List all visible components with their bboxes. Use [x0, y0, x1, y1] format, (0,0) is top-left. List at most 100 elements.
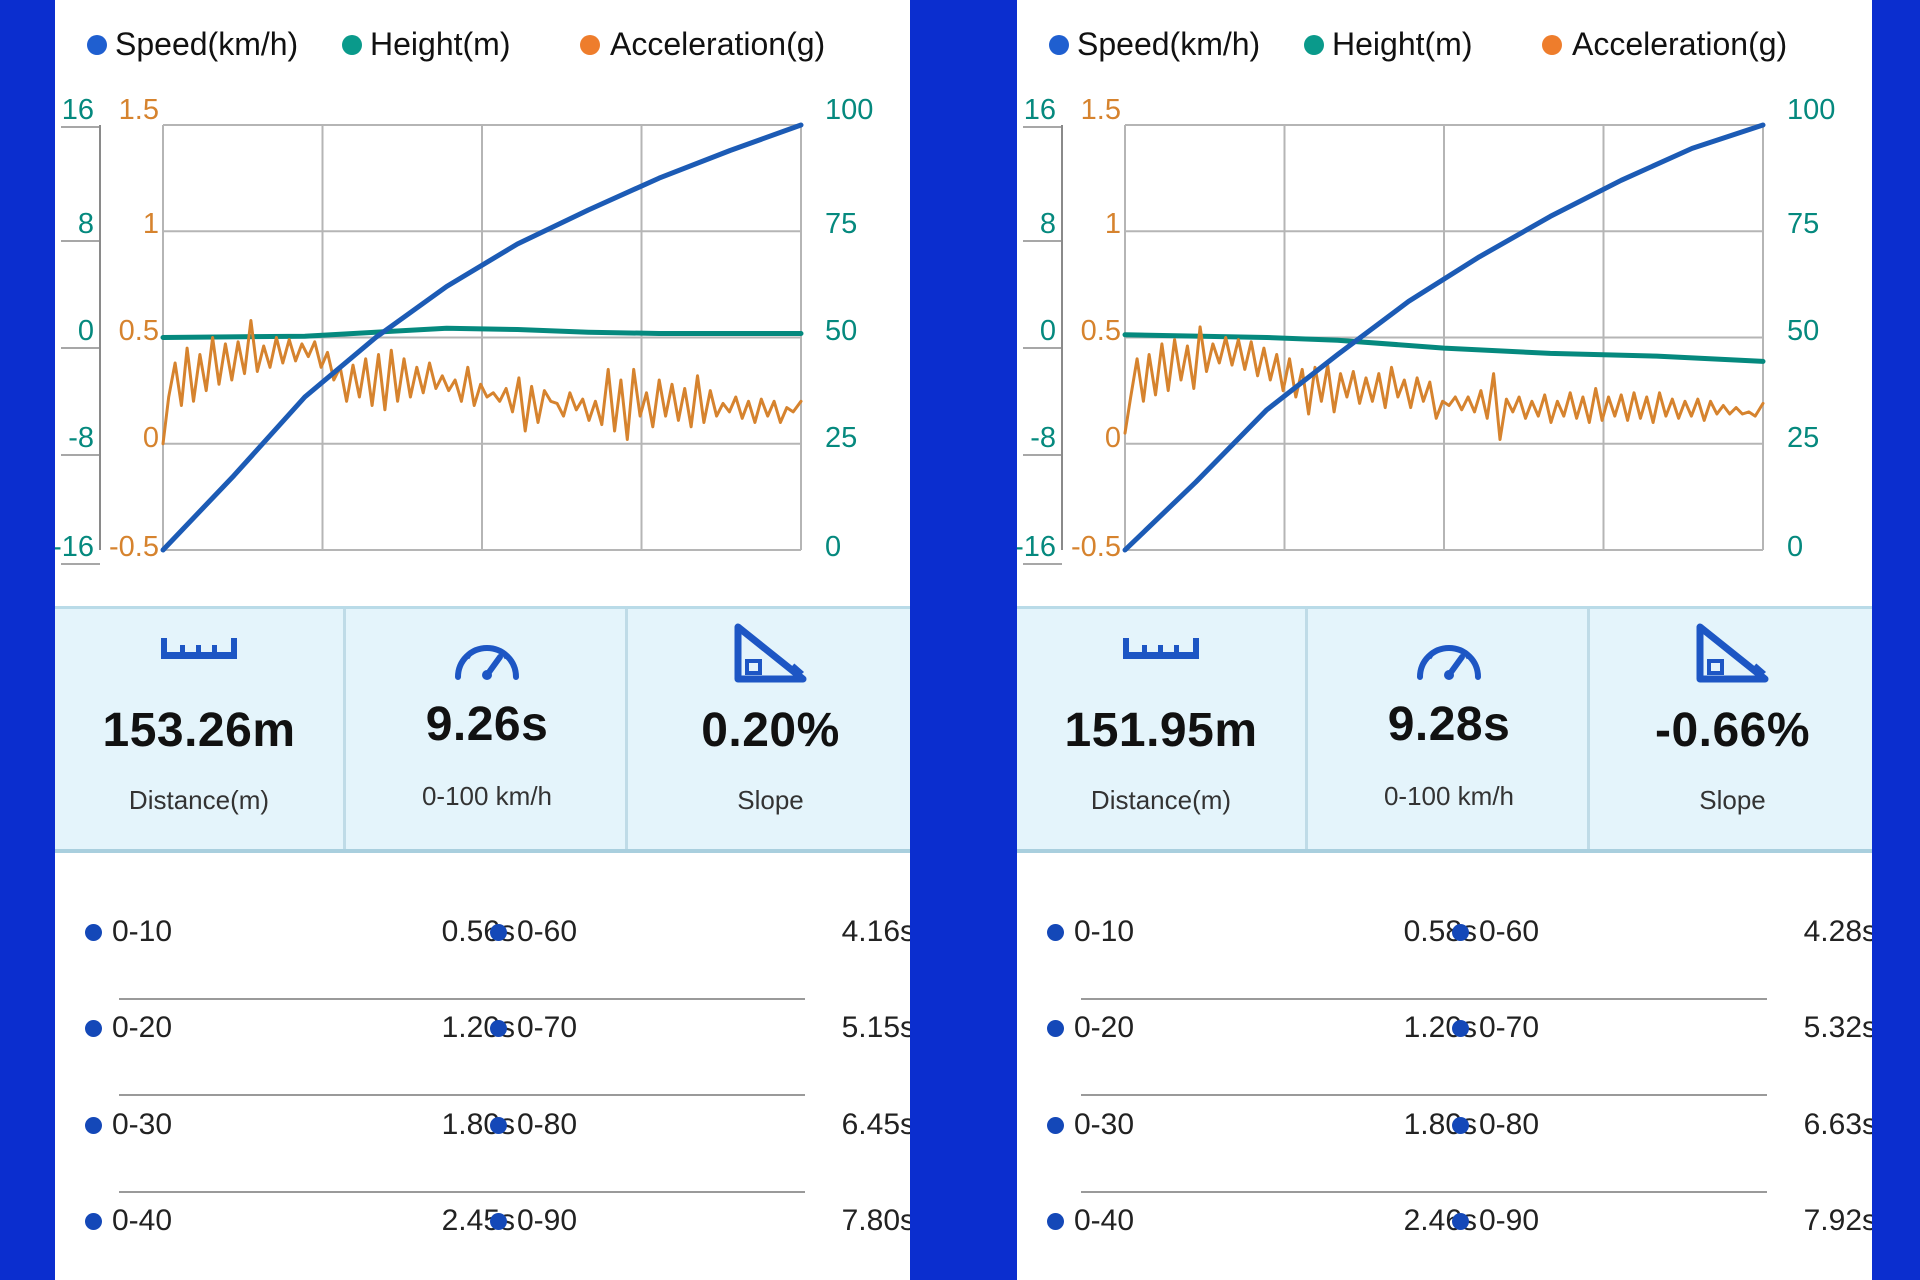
stats-bar: 151.95m Distance(m) 9.28s 0-100 km/h -0.…: [1017, 606, 1872, 853]
distance-stat: 153.26m Distance(m): [55, 609, 343, 849]
slope-stat: 0.20% Slope: [625, 609, 910, 849]
distance-value: 153.26m: [102, 704, 296, 757]
split-time: 5.32s: [1803, 1011, 1872, 1044]
speed-tick-label: 100: [1787, 94, 1835, 126]
acceleration-tick-label: 0.5: [1081, 315, 1121, 347]
acceleration-tick-label: -0.5: [1071, 531, 1121, 563]
speed-tick-label: 75: [1787, 208, 1819, 240]
legend-speed-dot: [1049, 35, 1069, 55]
slope-value: 0.20%: [701, 704, 840, 757]
legend-height-dot: [1304, 35, 1324, 55]
height-tick-label: -16: [1017, 531, 1056, 563]
split-dot: [490, 1117, 507, 1134]
split-label: 0-80: [517, 1108, 578, 1141]
split-dot: [1047, 1213, 1064, 1230]
chart-legend: Speed(km/h) Height(m) Acceleration(g): [1049, 26, 1787, 62]
legend-height-label: Height(m): [1332, 26, 1472, 62]
speed-series-line: [1122, 122, 1766, 553]
split-dot: [85, 1020, 102, 1037]
split-label: 0-70: [517, 1011, 578, 1044]
performance-chart: Speed(km/h) Height(m) Acceleration(g) 16…: [1017, 26, 1835, 565]
height-tick-label: 8: [78, 208, 94, 240]
split-times-list: 0-10 0.58s 0-60 4.28s 0-20 1.20s 0-70 5.…: [1017, 860, 1872, 1280]
acceleration-tick-label: 1: [143, 208, 159, 240]
split-dot: [85, 1117, 102, 1134]
split-row: 0-40 2.46s 0-90 7.92s: [1017, 1204, 1872, 1280]
split-dot: [1047, 1020, 1064, 1037]
legend-speed-dot: [87, 35, 107, 55]
zero-to-hundred-value: 9.28s: [1387, 698, 1511, 751]
slope-value: -0.66%: [1654, 704, 1811, 757]
acceleration-tick-label: 0.5: [119, 315, 159, 347]
split-label: 0-80: [1479, 1108, 1540, 1141]
height-tick-label: -8: [1030, 422, 1056, 454]
height-tick-label: -16: [55, 531, 94, 563]
split-time: 6.45s: [841, 1108, 910, 1141]
distance-label: Distance(m): [1090, 785, 1232, 815]
legend-acceleration-label: Acceleration(g): [1572, 26, 1787, 62]
split-dot: [490, 1213, 507, 1230]
legend-height-dot: [342, 35, 362, 55]
split-label: 0-30: [112, 1108, 173, 1141]
slope-icon: [1696, 623, 1768, 683]
split-divider: [119, 1191, 805, 1193]
acceleration-tick-label: 0: [1105, 422, 1121, 454]
legend-acceleration-dot: [580, 35, 600, 55]
split-dot: [1047, 1117, 1064, 1134]
split-divider: [119, 1094, 805, 1096]
split-label: 0-20: [1074, 1011, 1135, 1044]
height-tick-label: 8: [1040, 208, 1056, 240]
speed-series-line: [160, 122, 804, 553]
acceleration-tick-label: 0: [143, 422, 159, 454]
speedometer-icon: [455, 645, 519, 680]
speed-tick-label: 100: [825, 94, 873, 126]
split-dot: [490, 1020, 507, 1037]
legend-acceleration-label: Acceleration(g): [610, 26, 825, 62]
speed-tick-label: 75: [825, 208, 857, 240]
acceleration-series-line: [161, 319, 803, 446]
split-divider: [119, 998, 805, 1000]
split-times-list: 0-10 0.56s 0-60 4.16s 0-20 1.20s 0-70 5.…: [55, 860, 910, 1280]
zero-to-hundred-label: 0-100 km/h: [421, 781, 553, 811]
legend-speed-label: Speed(km/h): [115, 26, 298, 62]
split-row: 0-30 1.80s 0-80 6.63s: [1017, 1108, 1872, 1213]
legend-speed-label: Speed(km/h): [1077, 26, 1260, 62]
split-label: 0-60: [517, 915, 578, 948]
height-series-line: [1122, 332, 1766, 364]
split-label: 0-70: [1479, 1011, 1540, 1044]
split-dot: [85, 924, 102, 941]
acceleration-tick-label: 1.5: [119, 94, 159, 126]
split-label: 0-90: [517, 1204, 578, 1237]
split-row: 0-10 0.56s 0-60 4.16s: [55, 915, 910, 1020]
split-dot: [1047, 924, 1064, 941]
height-tick-label: 0: [78, 315, 94, 347]
height-series-line: [160, 325, 804, 340]
split-divider: [1081, 998, 1767, 1000]
split-row: 0-20 1.20s 0-70 5.15s: [55, 1011, 910, 1116]
height-tick-label: 0: [1040, 315, 1056, 347]
split-row: 0-30 1.80s 0-80 6.45s: [55, 1108, 910, 1213]
ruler-icon: [1123, 638, 1199, 659]
split-time: 4.28s: [1803, 915, 1872, 948]
split-divider: [1081, 1191, 1767, 1193]
split-label: 0-40: [112, 1204, 173, 1237]
zero-to-hundred-label: 0-100 km/h: [1383, 781, 1515, 811]
speed-tick-label: 50: [1787, 315, 1819, 347]
split-dot: [1452, 1117, 1469, 1134]
performance-panel-right: Speed(km/h) Height(m) Acceleration(g) 16…: [1017, 0, 1872, 1280]
split-dot: [490, 924, 507, 941]
performance-panel-left: Speed(km/h) Height(m) Acceleration(g) 16…: [55, 0, 910, 1280]
split-label: 0-10: [1074, 915, 1135, 948]
stats-bar: 153.26m Distance(m) 9.26s 0-100 km/h 0.2…: [55, 606, 910, 853]
slope-label: Slope: [737, 785, 804, 815]
split-row: 0-10 0.58s 0-60 4.28s: [1017, 915, 1872, 1020]
split-label: 0-30: [1074, 1108, 1135, 1141]
distance-value: 151.95m: [1064, 704, 1258, 757]
split-label: 0-90: [1479, 1204, 1540, 1237]
split-row: 0-40 2.45s 0-90 7.80s: [55, 1204, 910, 1280]
ruler-icon: [161, 638, 237, 659]
distance-label: Distance(m): [128, 785, 270, 815]
split-label: 0-60: [1479, 915, 1540, 948]
split-time: 7.80s: [841, 1204, 910, 1237]
legend-acceleration-dot: [1542, 35, 1562, 55]
